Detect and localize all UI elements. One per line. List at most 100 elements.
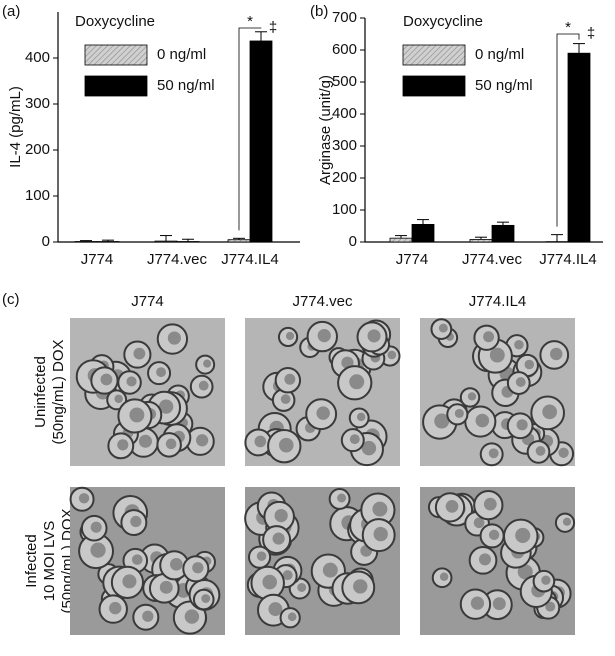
panel-label: (c) [2,291,20,308]
legend-title: Doxycycline [403,13,483,30]
error-bar [255,32,267,41]
cell-nucleus [357,413,365,421]
row-label: Infected [23,534,40,587]
bar [155,241,177,242]
legend-swatch [403,76,465,96]
cell-nucleus [117,439,128,450]
micrograph [70,318,225,466]
column-label: J774 [131,293,164,310]
annotation: * [247,13,253,30]
micrograph [245,318,400,466]
cell-nucleus [254,436,266,448]
bar [568,53,590,242]
error-bar [551,235,563,242]
cell-nucleus [156,367,166,377]
cell-nucleus [489,530,499,540]
cell-nucleus [525,360,535,370]
cell-nucleus [536,446,546,456]
micrograph [70,487,225,635]
panel-label: (b) [310,3,328,20]
cell-nucleus [201,594,210,603]
cell-nucleus [114,395,123,404]
cell-nucleus [297,583,306,592]
error-bar [573,44,585,54]
cell-nucleus [471,597,484,610]
cell-nucleus [455,409,464,418]
cell-nucleus [279,438,294,453]
cell-nucleus [337,494,346,503]
y-tick-label: 100 [25,187,50,204]
cell-nucleus [541,576,550,585]
legend-label: 0 ng/ml [475,46,524,63]
cell-nucleus [350,434,360,444]
y-tick-label: 400 [332,105,357,122]
cell-nucleus [109,602,121,614]
y-tick-label: 100 [332,201,357,218]
cell-nucleus [168,331,181,344]
y-tick-label: 300 [25,95,50,112]
cell-nucleus [316,406,329,419]
cell-nucleus [439,324,448,333]
legend-label: 50 ng/ml [475,77,533,94]
y-tick-label: 0 [42,233,50,250]
error-bar [417,220,429,225]
cell-nucleus [262,575,277,590]
cell-nucleus [192,562,203,573]
legend-label: 0 ng/ml [157,46,206,63]
micrograph [420,487,575,635]
cell-nucleus [132,554,143,565]
y-tick-label: 200 [25,141,50,158]
cell-nucleus [516,377,526,387]
y-tick-label: 700 [332,9,357,26]
cell-nucleus [558,448,568,458]
annotation: ‡ [587,25,595,42]
cell-nucleus [273,533,285,545]
legend-swatch [85,76,147,96]
cell-nucleus [367,329,380,342]
panel-label: (a) [2,3,20,20]
cell-nucleus [514,340,524,350]
cell-nucleus [122,574,136,588]
cell-nucleus [90,542,105,557]
cell-nucleus [199,381,209,391]
y-tick-label: 200 [332,169,357,186]
cell-nucleus [160,581,173,594]
x-tick-label: J774.vec [147,251,208,268]
x-tick-label: J774 [81,251,114,268]
cell-nucleus [323,563,338,578]
annotation: * [565,19,571,36]
cell-nucleus [374,527,388,541]
cell-nucleus [129,408,144,423]
cell-nucleus [286,332,294,340]
cell-nucleus [388,351,397,360]
cell-nucleus [550,348,562,360]
cell-nucleus [170,558,183,571]
cell-nucleus [517,419,528,430]
cell-nucleus [476,414,490,428]
y-tick-label: 600 [332,41,357,58]
cell-nucleus [288,612,297,621]
row-label: (50ng/mL) DOX [50,339,67,444]
cell-nucleus [166,439,177,450]
cell-nucleus [483,331,494,342]
cell-nucleus [515,528,530,543]
y-tick-label: 400 [25,49,50,66]
cell-nucleus [490,348,505,363]
y-tick-label: 0 [349,233,357,250]
bar [492,225,514,242]
bar [228,240,250,242]
cell-nucleus [484,498,497,511]
cell-nucleus [142,611,153,622]
cell-nucleus [257,551,267,561]
x-tick-label: J774.IL4 [221,251,279,268]
cell-nucleus [493,597,506,610]
cell-nucleus [349,374,364,389]
y-tick-label: 500 [332,73,357,90]
cell-nucleus [353,579,367,593]
cell-nucleus [318,329,331,342]
cell-nucleus [126,376,136,386]
cell-nucleus [101,374,113,386]
legend-label: 50 ng/ml [157,77,215,94]
bar [390,238,412,242]
